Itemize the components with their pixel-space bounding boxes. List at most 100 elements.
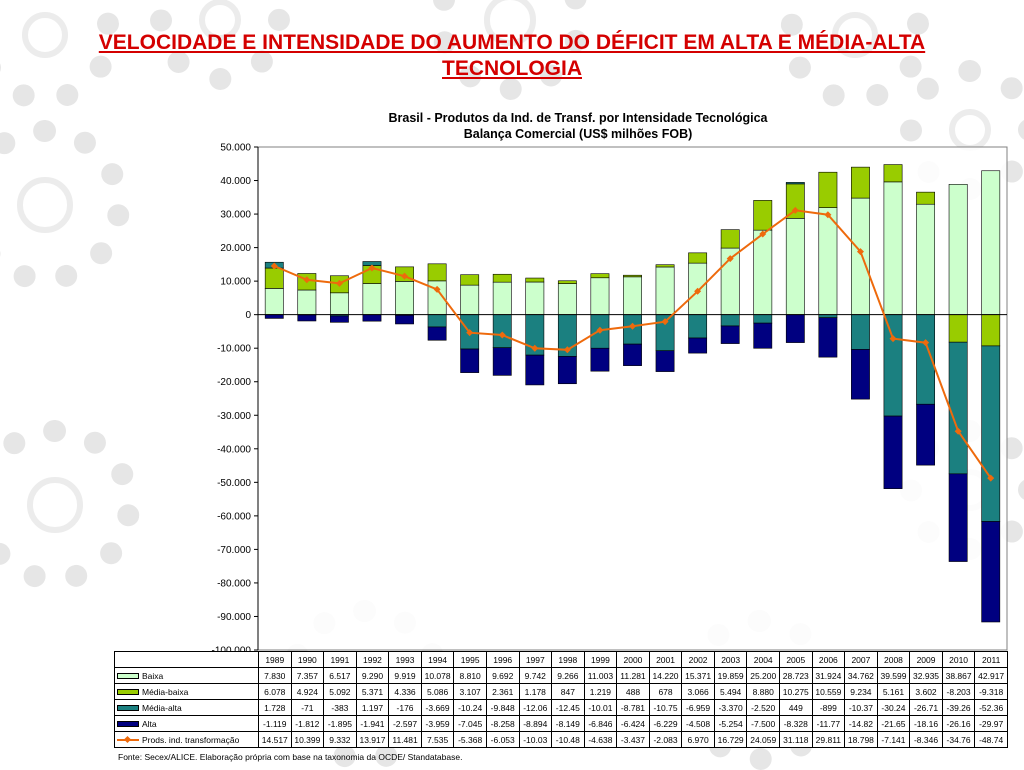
data-label: 5.371 [355, 683, 390, 700]
bar-media_baixa [460, 274, 480, 286]
bar-alta [883, 415, 903, 489]
data-label: 8.880 [746, 683, 780, 700]
data-label: -12.45 [551, 699, 585, 716]
bar-media_baixa [623, 274, 642, 278]
total-point-marker [368, 264, 376, 272]
x-tick-label: 2003 [713, 651, 748, 668]
bar-baixa [948, 184, 968, 315]
legend-swatch [117, 705, 139, 712]
table-corner [114, 651, 259, 668]
chart-data-table: 1989 1990 1991 1992 1993 1994 1995 1996 1997 1998… [114, 651, 1008, 748]
data-label: -10.75 [648, 699, 683, 716]
data-label: 11.481 [388, 731, 422, 748]
y-tick-label: -70.000 [217, 545, 251, 556]
legend-entry: Prods. ind. transformação [114, 731, 259, 748]
data-label: -52.36 [974, 699, 1008, 716]
data-label: -5.254 [713, 715, 748, 732]
data-label: -10.03 [518, 731, 553, 748]
x-tick-label: 2002 [681, 651, 715, 668]
data-label: 5.494 [713, 683, 748, 700]
data-label: -7.141 [876, 731, 911, 748]
bar-baixa [785, 218, 805, 315]
total-point-marker [856, 248, 864, 256]
data-label: 24.059 [746, 731, 780, 748]
data-label: 9.919 [388, 667, 422, 684]
data-label: -3.437 [616, 731, 650, 748]
x-tick-label: 1995 [453, 651, 487, 668]
data-label: 488 [616, 683, 650, 700]
bar-alta [329, 315, 349, 323]
x-tick-label: 1994 [420, 651, 455, 668]
data-label: 9.692 [485, 667, 520, 684]
total-point-marker [889, 335, 897, 343]
bar-alta [362, 314, 382, 322]
bar-alta [590, 347, 610, 372]
data-label: 18.798 [844, 731, 878, 748]
data-label: 31.118 [779, 731, 813, 748]
bar-alta [753, 322, 773, 349]
bar-baixa [362, 283, 382, 315]
total-point-marker [335, 279, 343, 287]
chart-subtitle: Balança Comercial (US$ milhões FOB) [463, 127, 693, 141]
data-label: 42.917 [974, 667, 1008, 684]
table-header-row: 1989 1990 1991 1992 1993 1994 1995 1996 1997 1998… [114, 651, 1008, 668]
data-label: -12.06 [518, 699, 553, 716]
data-label: -6.959 [681, 699, 715, 716]
data-label: -1.119 [258, 715, 292, 732]
data-label: 9.290 [355, 667, 390, 684]
data-label: 6.970 [681, 731, 715, 748]
bar-alta [916, 403, 936, 466]
bar-alta [460, 348, 480, 373]
data-label: -8.328 [779, 715, 813, 732]
data-label: -899 [811, 699, 846, 716]
x-tick-label: 1998 [551, 651, 585, 668]
data-label: 14.220 [648, 667, 683, 684]
data-label: -8.258 [485, 715, 520, 732]
data-label: -6.229 [648, 715, 683, 732]
data-label: -18.16 [909, 715, 943, 732]
y-tick-label: 50.000 [220, 143, 251, 154]
data-label: -7.045 [453, 715, 487, 732]
data-label: -10.24 [453, 699, 487, 716]
data-label: -10.48 [551, 731, 585, 748]
data-label: 38.867 [941, 667, 976, 684]
data-label: 2.361 [485, 683, 520, 700]
bar-baixa [460, 284, 480, 315]
y-tick-label: -10.000 [217, 344, 251, 355]
bar-alta [851, 349, 870, 400]
data-label: 4.336 [388, 683, 422, 700]
data-label: 11.281 [616, 667, 650, 684]
data-label: 5.161 [876, 683, 911, 700]
chart-title: Brasil - Produtos da Ind. de Transf. por… [300, 110, 856, 142]
bar-baixa [753, 229, 773, 315]
data-label: 10.399 [290, 731, 325, 748]
y-tick-label: -40.000 [217, 444, 251, 455]
legend-swatch [117, 721, 139, 728]
bar-alta [427, 326, 447, 341]
bar-baixa [492, 281, 512, 315]
legend-swatch [117, 689, 139, 696]
data-label: 1.219 [583, 683, 618, 700]
bar-alta [720, 325, 740, 344]
data-label: 4.924 [290, 683, 325, 700]
legend-swatch [117, 673, 139, 680]
bar-media_baixa [753, 200, 773, 231]
data-label: -6.053 [485, 731, 520, 748]
bar-media_baixa [818, 171, 838, 208]
bar-alta [623, 343, 642, 366]
data-label: -6.424 [616, 715, 650, 732]
data-label: 3.066 [681, 683, 715, 700]
bar-media_alta [981, 345, 1001, 522]
data-label: -3.370 [713, 699, 748, 716]
data-label: 847 [551, 683, 585, 700]
data-label: -8.149 [551, 715, 585, 732]
data-label: 31.924 [811, 667, 846, 684]
total-point-marker [498, 331, 506, 339]
x-tick-label: 1996 [485, 651, 520, 668]
table-row-baixa: Baixa 7.830 7.357 6.517 9.290 9.919 10.078 8.81… [114, 667, 1008, 684]
data-label: 13.917 [355, 731, 390, 748]
bar-media_baixa [655, 264, 675, 268]
bar-media_baixa [948, 314, 968, 343]
legend-label: Alta [142, 718, 157, 729]
